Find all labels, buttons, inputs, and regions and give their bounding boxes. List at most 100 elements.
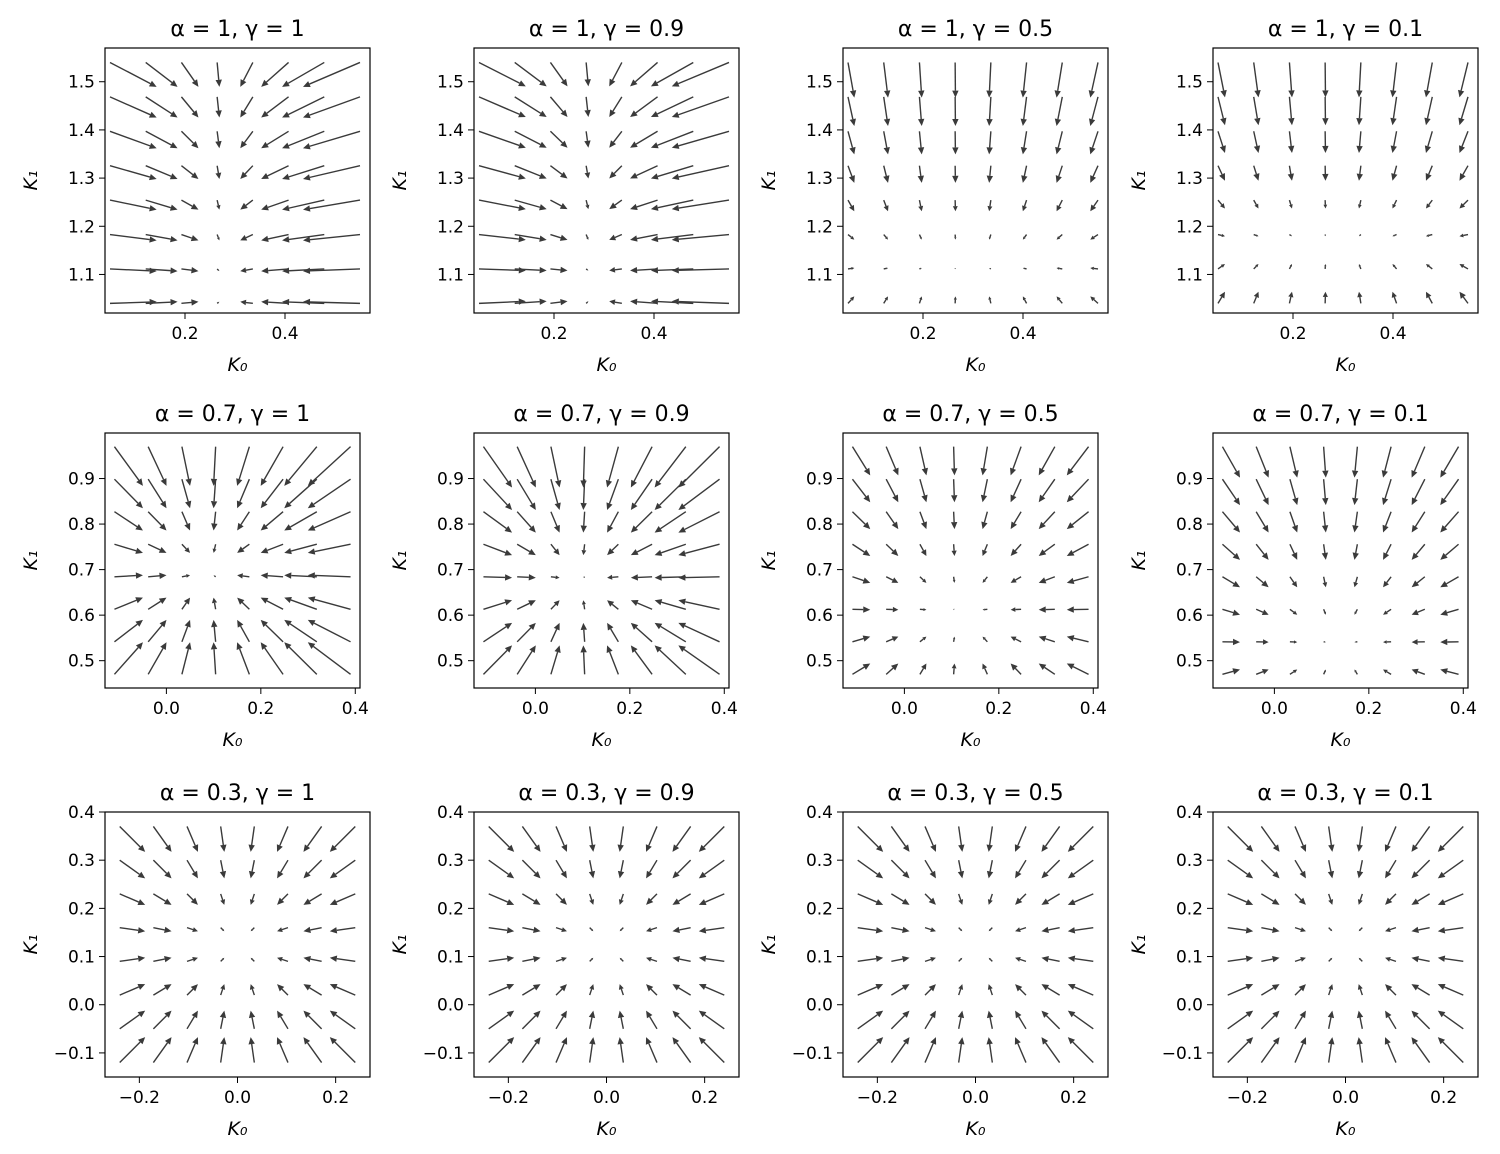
arrow-mark	[891, 893, 910, 905]
y-tick-label: 0.1	[1176, 948, 1203, 968]
arrow-mark	[307, 642, 351, 675]
x-tick-label: 0.2	[322, 1088, 349, 1108]
arrow-mark	[1437, 983, 1464, 996]
arrow-mark	[630, 574, 653, 581]
arrow-mark	[186, 926, 198, 933]
arrow-mark	[988, 957, 993, 962]
arrow-mark	[1294, 1037, 1307, 1063]
arrow-mark	[1356, 826, 1364, 852]
arrow-mark	[237, 597, 250, 610]
arrow-mark	[1261, 955, 1280, 963]
arrow-mark	[1358, 234, 1362, 237]
arrow-mark	[1022, 267, 1027, 270]
y-tick-label: 0.4	[437, 803, 464, 823]
arrow-mark	[1253, 165, 1260, 181]
arrow-mark	[522, 955, 541, 963]
arrow-mark	[284, 543, 318, 555]
arrow-mark	[919, 511, 927, 530]
arrow-mark	[514, 267, 547, 274]
x-axis-label: K₀	[965, 1118, 985, 1140]
arrow-mark	[1321, 511, 1329, 533]
arrow-mark	[671, 267, 730, 274]
arrow-mark	[919, 267, 922, 270]
arrow-mark	[147, 642, 167, 675]
arrow-mark	[654, 645, 687, 675]
arrow-mark	[180, 130, 199, 149]
x-tick-label: 0.0	[891, 699, 918, 719]
y-tick-label: 0.7	[437, 561, 464, 581]
y-tick-label: 0.8	[806, 515, 833, 535]
y-tick-label: 0.5	[806, 652, 833, 672]
arrow-mark	[1217, 96, 1227, 126]
arrow-mark	[1437, 825, 1464, 852]
arrow-mark	[1056, 267, 1063, 270]
arrow-mark	[1227, 983, 1254, 996]
arrow-mark	[891, 926, 910, 934]
arrow-mark	[919, 576, 927, 583]
arrow-mark	[303, 893, 322, 905]
panel-title: α = 0.7, γ = 0.1	[1252, 402, 1428, 427]
arrow-mark	[282, 96, 325, 118]
x-axis-label: K₀	[960, 729, 980, 751]
arrow-mark	[1356, 1010, 1364, 1029]
y-tick-label: 0.0	[806, 996, 833, 1016]
arrow-mark	[1055, 165, 1063, 183]
arrow-mark	[153, 955, 172, 963]
arrow-mark	[847, 199, 855, 212]
arrow-mark	[488, 893, 515, 906]
arrow-mark	[260, 572, 284, 579]
arrow-mark	[277, 859, 289, 879]
arrow-mark	[478, 61, 526, 87]
arrow-mark	[303, 1037, 323, 1063]
arrow-mark	[1289, 608, 1298, 615]
arrow-mark	[516, 622, 536, 643]
arrow-mark	[654, 622, 687, 643]
arrow-mark	[952, 62, 959, 98]
arrow-mark	[1010, 478, 1022, 503]
arrow-mark	[918, 234, 922, 240]
arrow-mark	[211, 597, 218, 610]
arrow-mark	[917, 96, 925, 127]
arrow-mark	[1324, 234, 1327, 237]
y-tick-label: 1.5	[806, 73, 833, 93]
arrow-mark	[478, 165, 526, 180]
arrow-mark	[1411, 859, 1431, 879]
arrow-mark	[215, 96, 222, 118]
arrow-mark	[250, 927, 255, 932]
arrow-mark	[282, 233, 325, 243]
x-axis-label: K₀	[965, 354, 985, 376]
arrow-mark	[650, 96, 694, 118]
arrow-mark	[1253, 264, 1259, 270]
arrow-mark	[282, 61, 325, 87]
arrow-mark	[1015, 926, 1027, 933]
y-tick-label: 0.7	[68, 561, 95, 581]
arrow-mark	[307, 596, 351, 610]
arrow-mark	[1411, 893, 1430, 905]
arrow-mark	[1322, 131, 1329, 153]
arrow-mark	[1382, 478, 1392, 506]
arrow-mark	[240, 299, 253, 306]
arrow-mark	[521, 826, 541, 852]
arrow-mark	[483, 511, 513, 533]
x-tick-label: 0.4	[342, 699, 369, 719]
arrow-mark	[186, 859, 198, 879]
arrow-mark	[1256, 639, 1269, 645]
x-tick-label: 0.2	[247, 699, 274, 719]
arrow-mark	[1038, 606, 1055, 613]
arrow-mark	[1227, 955, 1254, 963]
arrow-mark	[606, 645, 620, 675]
arrow-mark	[672, 955, 691, 963]
arrow-mark	[606, 478, 620, 511]
arrow-mark	[1411, 639, 1425, 645]
arrow-mark	[303, 1010, 323, 1030]
arrow-mark	[609, 267, 622, 273]
arrow-mark	[109, 199, 157, 212]
arrow-mark	[1217, 165, 1225, 181]
arrow-mark	[478, 267, 526, 274]
arrow-mark	[237, 543, 250, 553]
arrow-mark	[1411, 608, 1426, 616]
arrow-mark	[555, 893, 567, 905]
arrow-mark	[588, 1037, 596, 1063]
arrow-mark	[619, 957, 624, 962]
arrow-mark	[261, 233, 289, 243]
